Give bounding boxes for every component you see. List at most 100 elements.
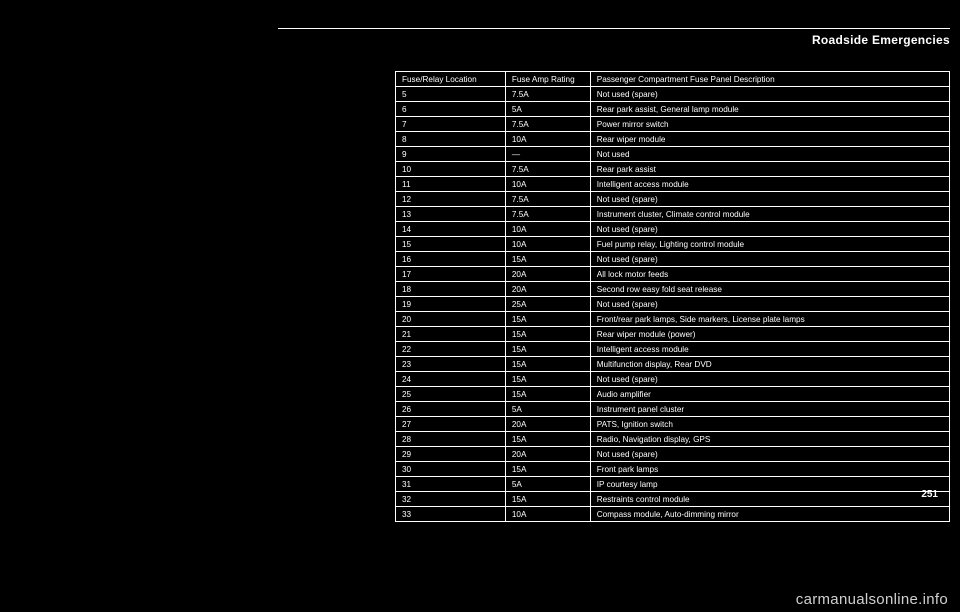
table-row: 9—Not used (396, 147, 950, 162)
table-header: Fuse Amp Rating (505, 72, 590, 87)
table-row: 1510AFuel pump relay, Lighting control m… (396, 237, 950, 252)
table-row: 1410ANot used (spare) (396, 222, 950, 237)
page-number: 251 (921, 489, 938, 500)
table-row: 2815ARadio, Navigation display, GPS (396, 432, 950, 447)
table-cell: 7.5A (505, 117, 590, 132)
table-row: 2115ARear wiper module (power) (396, 327, 950, 342)
table-cell: 25 (396, 387, 506, 402)
table-cell: Second row easy fold seat release (590, 282, 949, 297)
table-row: 3310ACompass module, Auto-dimming mirror (396, 507, 950, 522)
table-cell: Multifunction display, Rear DVD (590, 357, 949, 372)
table-row: 265AInstrument panel cluster (396, 402, 950, 417)
table-header: Fuse/Relay Location (396, 72, 506, 87)
table-cell: Not used (spare) (590, 192, 949, 207)
table-cell: 15A (505, 387, 590, 402)
table-cell: Not used (spare) (590, 447, 949, 462)
table-cell: Not used (spare) (590, 297, 949, 312)
watermark: carmanualsonline.info (796, 591, 948, 608)
table-cell: — (505, 147, 590, 162)
table-cell: IP courtesy lamp (590, 477, 949, 492)
table-row: 77.5APower mirror switch (396, 117, 950, 132)
table-row: 1925ANot used (spare) (396, 297, 950, 312)
table-cell: 15A (505, 342, 590, 357)
table-cell: 5 (396, 87, 506, 102)
table-row: 2515AAudio amplifier (396, 387, 950, 402)
table-cell: All lock motor feeds (590, 267, 949, 282)
table-cell: 17 (396, 267, 506, 282)
table-cell: 29 (396, 447, 506, 462)
table-cell: Fuel pump relay, Lighting control module (590, 237, 949, 252)
table-row: 65ARear park assist, General lamp module (396, 102, 950, 117)
table-cell: Not used (spare) (590, 87, 949, 102)
table-cell: 9 (396, 147, 506, 162)
table-cell: Not used (spare) (590, 372, 949, 387)
table-row: 1720AAll lock motor feeds (396, 267, 950, 282)
table-cell: 11 (396, 177, 506, 192)
table-row: 137.5AInstrument cluster, Climate contro… (396, 207, 950, 222)
table-cell: 23 (396, 357, 506, 372)
table-cell: 5A (505, 402, 590, 417)
table-cell: 7.5A (505, 192, 590, 207)
table-cell: 20A (505, 417, 590, 432)
table-row: 1820ASecond row easy fold seat release (396, 282, 950, 297)
table-cell: 32 (396, 492, 506, 507)
table-cell: 31 (396, 477, 506, 492)
table-row: 2720APATS, Ignition switch (396, 417, 950, 432)
table-cell: 8 (396, 132, 506, 147)
table-cell: 15A (505, 492, 590, 507)
table-cell: Restraints control module (590, 492, 949, 507)
table-cell: 27 (396, 417, 506, 432)
table-cell: 15A (505, 357, 590, 372)
table-cell: Compass module, Auto-dimming mirror (590, 507, 949, 522)
table-cell: Rear wiper module (power) (590, 327, 949, 342)
table-cell: 26 (396, 402, 506, 417)
table-cell: Rear park assist, General lamp module (590, 102, 949, 117)
table-row: 810ARear wiper module (396, 132, 950, 147)
table-cell: Intelligent access module (590, 177, 949, 192)
table-cell: 13 (396, 207, 506, 222)
table-row: 57.5ANot used (spare) (396, 87, 950, 102)
table-cell: 19 (396, 297, 506, 312)
table-cell: 30 (396, 462, 506, 477)
table-cell: 24 (396, 372, 506, 387)
table-cell: 15A (505, 252, 590, 267)
table-cell: Instrument cluster, Climate control modu… (590, 207, 949, 222)
table-cell: 33 (396, 507, 506, 522)
table-row: 2315AMultifunction display, Rear DVD (396, 357, 950, 372)
table-cell: 10A (505, 507, 590, 522)
fuse-table: Fuse/Relay LocationFuse Amp RatingPassen… (395, 71, 950, 522)
table-row: 2920ANot used (spare) (396, 447, 950, 462)
table-cell: Instrument panel cluster (590, 402, 949, 417)
table-cell: 15A (505, 462, 590, 477)
table-cell: 15A (505, 312, 590, 327)
table-row: 2215AIntelligent access module (396, 342, 950, 357)
table-cell: 10A (505, 132, 590, 147)
table-cell: 10A (505, 222, 590, 237)
table-cell: 25A (505, 297, 590, 312)
table-row: 3215ARestraints control module (396, 492, 950, 507)
table-cell: 5A (505, 102, 590, 117)
table-cell: 15A (505, 432, 590, 447)
table-cell: 6 (396, 102, 506, 117)
table-cell: 10A (505, 237, 590, 252)
table-cell: 7.5A (505, 87, 590, 102)
table-cell: PATS, Ignition switch (590, 417, 949, 432)
table-cell: 7.5A (505, 162, 590, 177)
table-cell: Power mirror switch (590, 117, 949, 132)
table-cell: 22 (396, 342, 506, 357)
table-cell: 28 (396, 432, 506, 447)
table-cell: 12 (396, 192, 506, 207)
table-row: 2015AFront/rear park lamps, Side markers… (396, 312, 950, 327)
table-cell: Not used (spare) (590, 222, 949, 237)
table-cell: Front park lamps (590, 462, 949, 477)
table-cell: Front/rear park lamps, Side markers, Lic… (590, 312, 949, 327)
table-cell: Intelligent access module (590, 342, 949, 357)
table-cell: Not used (590, 147, 949, 162)
table-cell: 10A (505, 177, 590, 192)
table-cell: 15 (396, 237, 506, 252)
table-cell: 15A (505, 327, 590, 342)
table-cell: 7.5A (505, 207, 590, 222)
table-header: Passenger Compartment Fuse Panel Descrip… (590, 72, 949, 87)
table-cell: Rear wiper module (590, 132, 949, 147)
table-cell: Rear park assist (590, 162, 949, 177)
